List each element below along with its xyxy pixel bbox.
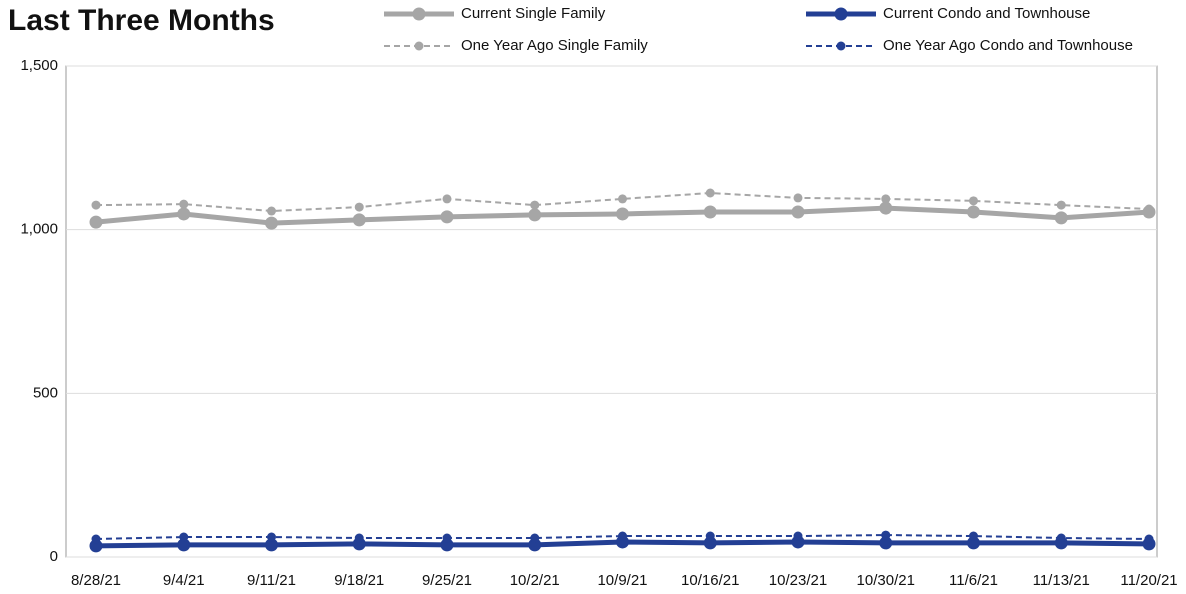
point (177, 207, 191, 221)
point (530, 533, 540, 543)
point (91, 534, 101, 544)
x-tick-label: 9/18/21 (334, 572, 384, 589)
point (91, 200, 101, 210)
point (267, 532, 276, 542)
point (791, 205, 805, 219)
point (969, 531, 978, 541)
legend-marker (414, 41, 424, 51)
point (179, 199, 189, 209)
y-tick-label: 1,500 (20, 57, 58, 74)
chart-title: Last Three Months (8, 4, 275, 37)
point (440, 210, 454, 224)
point (1054, 211, 1068, 225)
x-tick-label: 10/9/21 (597, 572, 647, 589)
point (265, 216, 278, 230)
point (703, 536, 717, 550)
point (530, 200, 540, 210)
plot-frame (65, 65, 1158, 558)
point (528, 208, 542, 222)
legend-marker (836, 41, 846, 51)
x-tick-label: 11/20/21 (1120, 572, 1177, 589)
point (1144, 534, 1154, 544)
x-tick-label: 10/23/21 (769, 572, 827, 589)
point (177, 538, 191, 552)
legend-marker (834, 7, 848, 21)
x-tick-label: 10/30/21 (857, 572, 915, 589)
point (89, 215, 103, 229)
point (354, 533, 364, 543)
point (618, 531, 627, 541)
point (967, 205, 980, 219)
point (1056, 200, 1066, 210)
x-tick-label: 9/11/21 (247, 572, 296, 589)
x-tick-label: 11/6/21 (949, 572, 998, 589)
point (442, 194, 452, 204)
legend-label: Current Single Family (461, 5, 606, 22)
point (442, 533, 452, 543)
point (881, 530, 891, 540)
x-tick-label: 9/4/21 (163, 572, 205, 589)
x-tick-label: 10/16/21 (681, 572, 739, 589)
point (616, 207, 629, 221)
point (879, 201, 893, 215)
point (793, 193, 803, 203)
legend-label: One Year Ago Condo and Townhouse (883, 37, 1133, 54)
y-tick-label: 1,000 (20, 221, 58, 238)
point (354, 202, 364, 212)
x-tick-label: 11/13/21 (1033, 572, 1090, 589)
point (967, 536, 980, 550)
point (703, 205, 717, 219)
y-tick-label: 500 (33, 384, 58, 401)
point (265, 538, 278, 552)
point (705, 188, 715, 198)
point (969, 196, 978, 206)
x-tick-label: 10/2/21 (510, 572, 560, 589)
x-tick-label: 8/28/21 (71, 572, 121, 589)
legend-label: One Year Ago Single Family (461, 37, 648, 54)
point (1056, 533, 1066, 543)
point (352, 213, 366, 227)
legend-label: Current Condo and Townhouse (883, 5, 1090, 22)
y-tick-label: 0 (50, 548, 58, 565)
point (793, 531, 803, 541)
point (881, 194, 891, 204)
point (618, 194, 627, 204)
point (1144, 204, 1154, 214)
point (705, 531, 715, 541)
point (89, 539, 103, 553)
point (440, 538, 454, 552)
point (179, 532, 189, 542)
x-tick-label: 9/25/21 (422, 572, 472, 589)
point (879, 536, 893, 550)
legend-marker (412, 7, 426, 21)
point (528, 538, 542, 552)
point (267, 206, 276, 216)
